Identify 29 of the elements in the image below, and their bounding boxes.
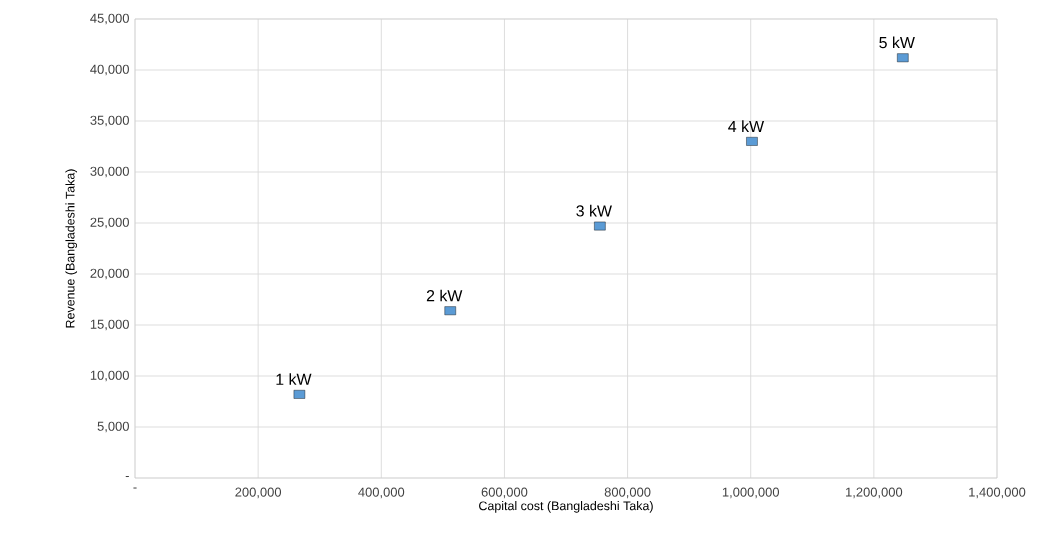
y-tick-label: 35,000: [90, 115, 129, 127]
x-tick-label: 1,200,000: [846, 487, 903, 499]
annotation: 4 kW: [728, 120, 765, 132]
x-tick-label: 1,000,000: [722, 487, 780, 499]
y-tick-label: -: [125, 476, 129, 478]
x-tick-label: 1,400,000: [969, 487, 1026, 499]
y-tick-label: 10,000: [90, 370, 129, 382]
y-tick-label: 40,000: [90, 64, 129, 76]
x-axis-title: Capital cost (Bangladeshi Taka): [479, 501, 653, 513]
annotation: 1 kW: [276, 373, 312, 385]
y-tick-label: 15,000: [90, 319, 129, 331]
annotation: 3 kW: [576, 204, 612, 217]
annotation: 2 kW: [426, 289, 463, 302]
annotation: 5 kW: [879, 36, 915, 49]
point: [444, 306, 456, 316]
point: [897, 53, 909, 63]
y-tick-label: 25,000: [90, 217, 129, 229]
y-tick-label: 30,000: [90, 166, 129, 178]
y-axis-title: Revenue (Bangladeshi Taka): [65, 169, 78, 328]
x-tick-label: 400,000: [358, 487, 405, 499]
x-tick-label: 600,000: [481, 487, 528, 499]
x-tick-label: -: [133, 487, 137, 489]
x-tick-label: 800,000: [604, 487, 651, 499]
y-tick-label: 20,000: [90, 268, 129, 280]
y-tick-label: 5,000: [97, 421, 129, 433]
y-tick-label: 45,000: [90, 13, 129, 25]
x-tick-label: 200,000: [235, 487, 282, 499]
point: [594, 221, 606, 231]
point: [746, 137, 758, 146]
